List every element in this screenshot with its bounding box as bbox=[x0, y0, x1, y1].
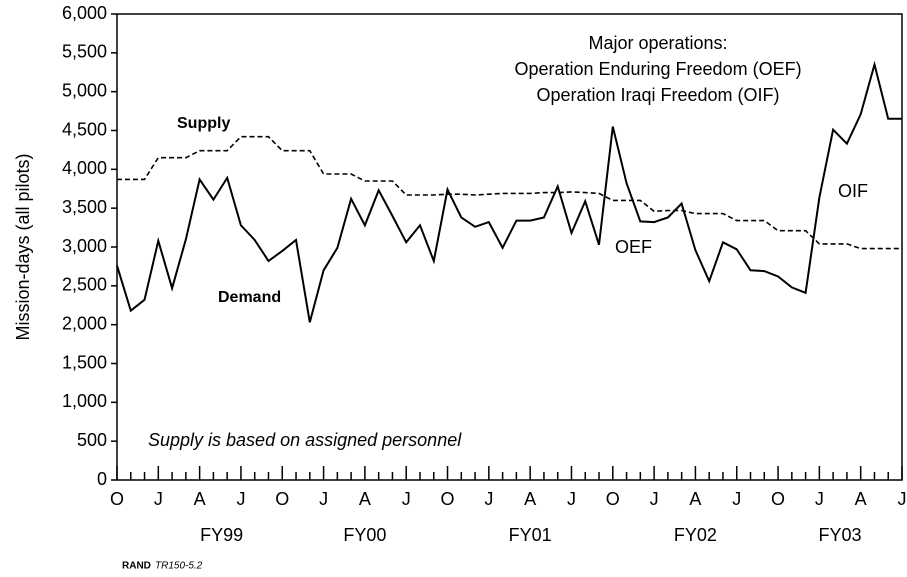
y-tick-label: 2,000 bbox=[62, 313, 107, 333]
operations-title: Major operations: bbox=[588, 33, 727, 53]
y-tick-label: 2,500 bbox=[62, 275, 107, 295]
y-tick-label: 1,000 bbox=[62, 391, 107, 411]
fiscal-year-label: FY02 bbox=[674, 525, 717, 545]
operation: Operation Enduring Freedom (OEF) bbox=[514, 59, 801, 79]
y-tick-label: 1,500 bbox=[62, 352, 107, 372]
x-tick-label: O bbox=[275, 489, 289, 509]
y-tick-label: 3,000 bbox=[62, 236, 107, 256]
operation: Operation Iraqi Freedom (OIF) bbox=[536, 85, 779, 105]
series-label: Demand bbox=[218, 289, 281, 306]
x-tick-label: A bbox=[689, 489, 701, 509]
series-label: Supply bbox=[177, 115, 230, 132]
annotation: OIF bbox=[838, 181, 868, 201]
x-tick-label: O bbox=[606, 489, 620, 509]
x-tick-label: J bbox=[650, 489, 659, 509]
x-tick-label: J bbox=[815, 489, 824, 509]
y-tick-label: 6,000 bbox=[62, 3, 107, 23]
y-tick-label: 5,000 bbox=[62, 80, 107, 100]
x-tick-label: J bbox=[898, 489, 907, 509]
y-tick-label: 5,500 bbox=[62, 42, 107, 62]
y-tick-label: 4,000 bbox=[62, 158, 107, 178]
x-tick-label: J bbox=[484, 489, 493, 509]
fiscal-year-label: FY03 bbox=[819, 525, 862, 545]
y-tick-label: 500 bbox=[77, 430, 107, 450]
x-tick-label: O bbox=[110, 489, 124, 509]
x-tick-label: A bbox=[194, 489, 206, 509]
series-line bbox=[116, 60, 902, 323]
fiscal-year-label: FY00 bbox=[343, 525, 386, 545]
fiscal-year-label: FY99 bbox=[200, 525, 243, 545]
y-tick-label: 0 bbox=[97, 469, 107, 489]
x-tick-label: J bbox=[732, 489, 741, 509]
x-tick-label: A bbox=[855, 489, 867, 509]
y-tick-label: 4,500 bbox=[62, 119, 107, 139]
x-tick-label: J bbox=[154, 489, 163, 509]
y-axis-label: Mission-days (all pilots) bbox=[13, 153, 33, 340]
x-tick-label: O bbox=[441, 489, 455, 509]
x-tick-label: J bbox=[402, 489, 411, 509]
fiscal-year-label: FY01 bbox=[509, 525, 552, 545]
x-tick-label: O bbox=[771, 489, 785, 509]
x-tick-label: J bbox=[567, 489, 576, 509]
x-tick-label: A bbox=[524, 489, 536, 509]
note: Supply is based on assigned personnel bbox=[148, 430, 462, 450]
plot-frame bbox=[116, 13, 903, 481]
series-line bbox=[117, 135, 902, 250]
x-tick-label: J bbox=[319, 489, 328, 509]
annotation: OEF bbox=[615, 237, 652, 257]
x-tick-label: A bbox=[359, 489, 371, 509]
footer-org: RAND bbox=[122, 561, 151, 572]
y-tick-label: 3,500 bbox=[62, 197, 107, 217]
x-tick-label: J bbox=[236, 489, 245, 509]
footer-id: TR150-5.2 bbox=[155, 561, 203, 572]
